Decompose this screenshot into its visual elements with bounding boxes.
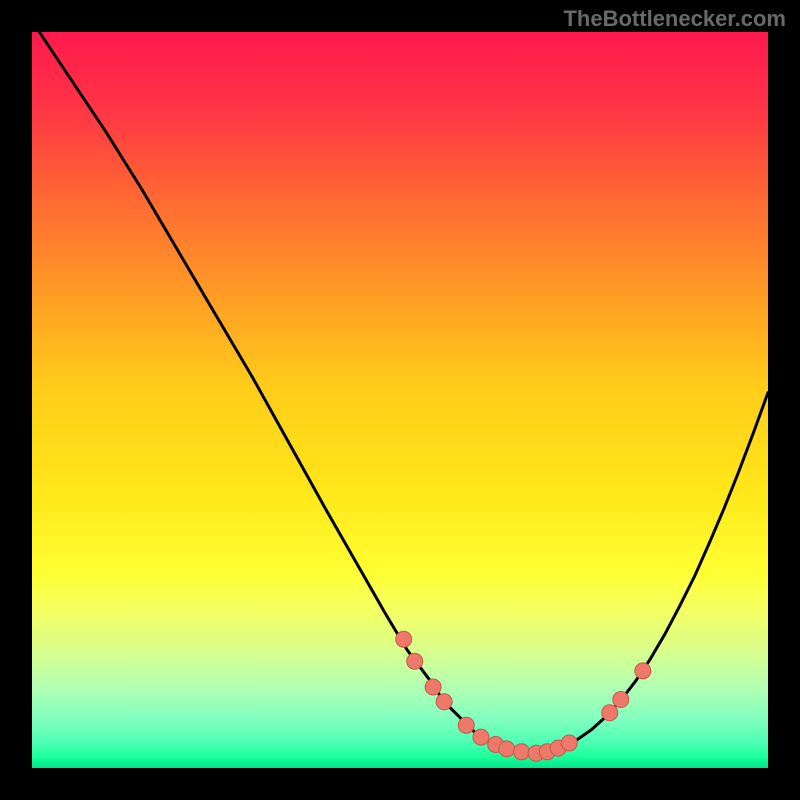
data-marker [513, 744, 529, 760]
data-marker [436, 694, 452, 710]
watermark-text: TheBottlenecker.com [563, 6, 786, 32]
chart-background [32, 32, 768, 768]
data-marker [458, 717, 474, 733]
data-marker [635, 663, 651, 679]
data-marker [602, 705, 618, 721]
data-marker [407, 653, 423, 669]
data-marker [473, 729, 489, 745]
data-marker [561, 735, 577, 751]
data-marker [499, 741, 515, 757]
data-marker [396, 631, 412, 647]
data-marker [613, 692, 629, 708]
data-marker [425, 679, 441, 695]
